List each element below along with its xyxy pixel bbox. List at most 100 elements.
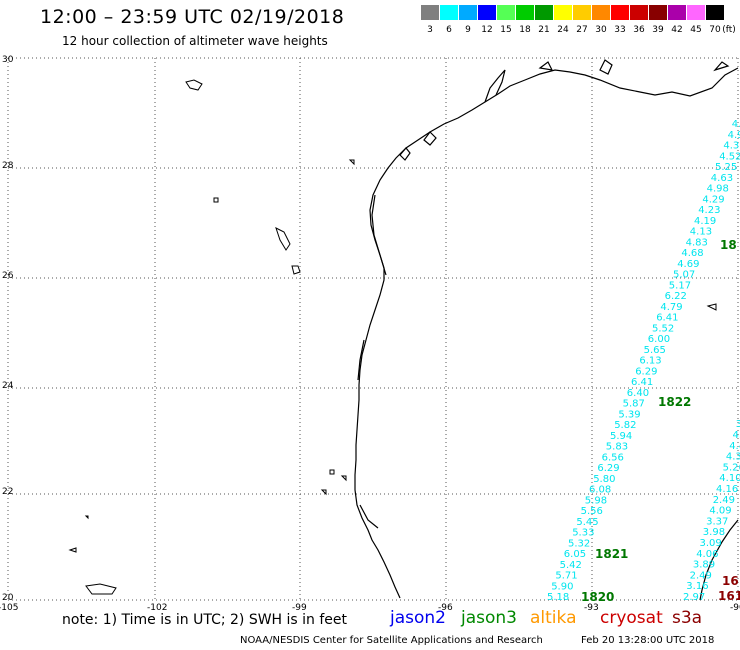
track-a-wave-value: 4.3 xyxy=(723,141,739,152)
track-a-wave-value: 5.07 xyxy=(673,270,695,281)
barrier-island-3 xyxy=(359,504,379,529)
pass-time-label: 1820 xyxy=(581,590,614,604)
yucatan-coast xyxy=(699,519,739,601)
track-a-wave-value: 6.40 xyxy=(627,388,649,399)
scale-swatch xyxy=(535,5,553,20)
scale-label: 12 xyxy=(481,25,493,35)
track-a-wave-value: 5.42 xyxy=(560,560,582,571)
track-a-wave-value: 5.83 xyxy=(606,442,628,453)
map-subtitle: 12 hour collection of altimeter wave hei… xyxy=(62,34,328,48)
lon-tick-label: -105 xyxy=(0,603,18,613)
island-12 xyxy=(706,303,717,311)
scale-label: 70 xyxy=(709,25,721,35)
scale-swatch xyxy=(611,5,629,20)
track-a-wave-value: 5.94 xyxy=(610,431,632,442)
scale-swatch xyxy=(497,5,515,20)
scale-label: 15 xyxy=(500,25,512,35)
track-b-wave-value: 5.26 xyxy=(723,462,740,473)
track-a-wave-value: 5.80 xyxy=(593,474,615,485)
generation-timestamp: Feb 20 13:28:00 UTC 2018 xyxy=(581,635,715,646)
lake-detail-3 xyxy=(713,61,730,72)
mission-legend-item: jason3 xyxy=(461,608,517,628)
pass-time-label: 1822 xyxy=(658,395,691,409)
track-a-wave-value: 4.19 xyxy=(694,216,716,227)
scale-label: 27 xyxy=(576,25,588,35)
scale-label: 21 xyxy=(538,25,550,35)
track-a-wave-value: 6.29 xyxy=(635,366,657,377)
lat-tick-label: 22 xyxy=(2,487,13,497)
coastline xyxy=(354,59,739,601)
track-a-wave-value: 6.13 xyxy=(639,356,661,367)
island-8 xyxy=(329,469,335,475)
lake-detail-1 xyxy=(599,59,613,75)
island-1 xyxy=(185,79,203,91)
scale-swatch xyxy=(440,5,458,20)
scale-swatch xyxy=(706,5,724,20)
island-5 xyxy=(85,583,117,595)
track-a-wave-value: 6.41 xyxy=(656,313,678,324)
track-a-wave-value: 5.33 xyxy=(572,528,594,539)
track-b-wave-value: 4.1 xyxy=(733,430,740,441)
island-9 xyxy=(340,475,347,482)
lat-tick-label: 26 xyxy=(2,271,14,281)
island-7 xyxy=(84,515,89,520)
pass-time-label: 16 xyxy=(722,574,739,588)
lat-tick-label: 30 xyxy=(2,55,14,65)
track-b-wave-value: 2.97 xyxy=(683,592,705,603)
scale-swatch xyxy=(459,5,477,20)
scale-unit-label: (ft) xyxy=(722,25,736,35)
track-a-wave-value: 5.39 xyxy=(618,409,640,420)
track-a-wave-value: 5.52 xyxy=(652,323,674,334)
grid-labels: 30 28 26 24 22 20-105 -102 -99 -96 -93 -90 xyxy=(0,55,740,613)
scale-label: 33 xyxy=(614,25,626,35)
track-b-wave-value: 3.37 xyxy=(706,516,728,527)
mission-legend-item: cryosat xyxy=(600,608,663,628)
track-a-wave-value: 4.98 xyxy=(707,184,729,195)
track-a-wave-value: 4.13 xyxy=(690,227,712,238)
island-10 xyxy=(320,489,327,496)
track-b-wave-value: 4.16 xyxy=(716,484,738,495)
lon-tick-label: -102 xyxy=(147,603,167,613)
bay-detail-1 xyxy=(423,131,437,146)
lon-tick-label: -93 xyxy=(584,603,599,613)
track-a-wave-value: 4.9 xyxy=(728,130,740,141)
track-a-wave-value: 4.83 xyxy=(686,237,708,248)
island-4 xyxy=(213,197,219,203)
track-a-wave-value: 6.56 xyxy=(602,452,624,463)
altimeter-tracks: 5.185.905.715.426.055.325.335.455.565.98… xyxy=(547,119,740,604)
scale-label: 36 xyxy=(633,25,645,35)
track-a-wave-value: 5.25 xyxy=(715,162,737,173)
track-a-wave-value: 5.17 xyxy=(669,280,691,291)
mission-legend-item: altika xyxy=(530,608,577,628)
lon-tick-label: -90 xyxy=(730,603,740,613)
track-a-wave-value: 4.79 xyxy=(660,302,682,313)
track-b-wave-value: 3.89 xyxy=(693,560,715,571)
track-a-wave-value: 4.23 xyxy=(698,205,720,216)
island-6 xyxy=(68,547,77,553)
barrier-island-1 xyxy=(371,194,387,276)
island-3 xyxy=(291,265,301,275)
track-b-wave-value: 3.98 xyxy=(703,527,725,538)
track-b-wave-value: 4.3 xyxy=(726,452,740,463)
note-text: note: 1) Time is in UTC; 2) SWH is in fe… xyxy=(62,612,348,628)
track-a-wave-value: 5.45 xyxy=(576,517,598,528)
track-a-wave-value: 4.68 xyxy=(681,248,703,259)
track-a-wave-value: 6.08 xyxy=(589,485,611,496)
scale-swatch xyxy=(421,5,439,20)
mission-legend-item: jason2 xyxy=(390,608,446,628)
track-b-wave-value: 4.09 xyxy=(709,506,731,517)
track-b-wave-value: 3 xyxy=(736,419,740,430)
small-islands xyxy=(68,79,717,595)
bay-detail-2 xyxy=(399,147,411,161)
pass-time-label: 18 xyxy=(720,238,737,252)
track-a-wave-value: 5.87 xyxy=(623,399,645,410)
track-b-wave-value: 3.09 xyxy=(700,538,722,549)
track-a-wave-value: 5.90 xyxy=(551,581,573,592)
track-a-wave-value: 5.56 xyxy=(581,506,603,517)
track-a-wave-value: 5.18 xyxy=(547,592,569,603)
scale-label: 42 xyxy=(671,25,683,35)
track-a-wave-value: 4.63 xyxy=(711,173,733,184)
scale-label: 30 xyxy=(595,25,607,35)
scale-label: 45 xyxy=(690,25,702,35)
scale-label: 3 xyxy=(427,25,433,35)
